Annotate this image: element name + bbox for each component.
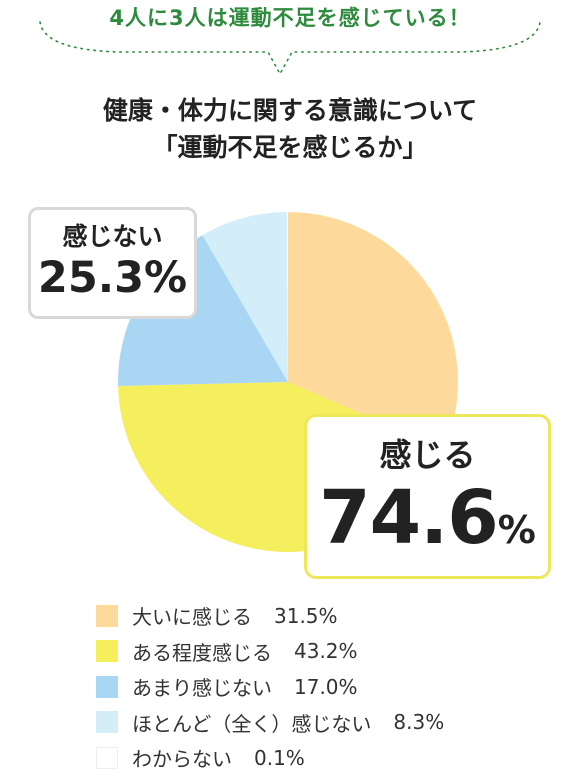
legend-swatch: [96, 675, 118, 698]
legend-value: 8.3%: [393, 710, 445, 735]
legend: 大いに感じる 31.5% ある程度感じる 43.2% あまり感じない 17.0% ほとんど（…: [96, 598, 556, 776]
legend-value: 43.2%: [294, 639, 358, 664]
legend-swatch: [96, 746, 118, 769]
pie-slice-0: [288, 212, 459, 450]
legend-label: わからない: [132, 747, 232, 772]
legend-label: ほとんど（全く）感じない: [132, 711, 372, 736]
legend-item: あまり感じない 17.0%: [96, 669, 556, 705]
title-line-1: 健康・体力に関する意識について: [102, 96, 478, 125]
headline: 4人に3人は運動不足を感じている！: [109, 6, 471, 30]
callout-positive: 感じる 74.6%: [304, 414, 551, 579]
title-line-2: 「運動不足を感じるか」: [152, 133, 428, 162]
legend-swatch: [96, 640, 118, 663]
callout-positive-label: 感じる: [379, 436, 476, 474]
legend-label: 大いに感じる: [132, 605, 252, 630]
callout-positive-unit: %: [497, 508, 536, 552]
legend-value: 0.1%: [254, 745, 305, 770]
legend-item: ある程度感じる 43.2%: [96, 634, 556, 670]
chart-title: 健康・体力に関する意識について 「運動不足を感じるか」: [0, 98, 580, 160]
legend-swatch: [96, 604, 118, 627]
legend-item: 大いに感じる 31.5%: [96, 598, 556, 634]
legend-value: 31.5%: [274, 603, 338, 628]
legend-item: わからない 0.1%: [96, 740, 556, 776]
pie-slice-4: [286, 212, 288, 382]
speech-bubble-outline: [39, 21, 541, 76]
callout-positive-value: 74.6: [319, 475, 499, 561]
callout-negative-value: 25.3%: [37, 253, 188, 303]
legend-item: ほとんど（全く）感じない 8.3%: [96, 705, 556, 741]
pie-slice-3: [202, 212, 288, 382]
callout-negative: 感じない 25.3%: [28, 207, 197, 319]
callout-negative-label: 感じない: [62, 222, 163, 251]
legend-value: 17.0%: [294, 674, 358, 699]
legend-label: ある程度感じる: [132, 640, 272, 665]
legend-swatch: [96, 711, 118, 734]
legend-label: あまり感じない: [132, 676, 272, 701]
